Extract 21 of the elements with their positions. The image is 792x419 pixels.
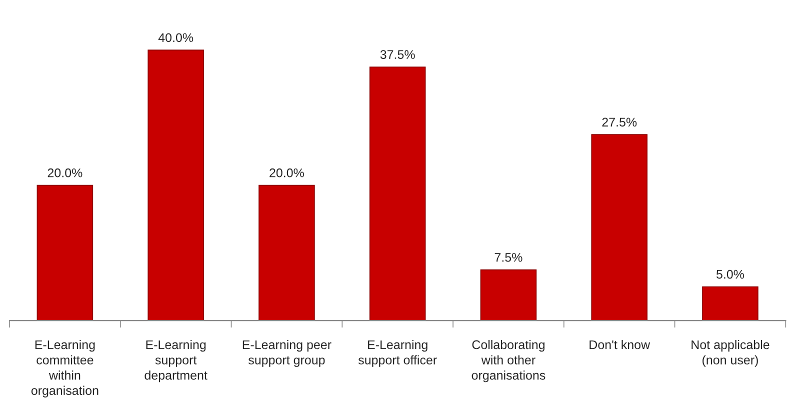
x-tick-label: E-Learning support officer xyxy=(358,340,437,367)
bar xyxy=(480,269,537,321)
data-label: 5.0% xyxy=(716,270,744,279)
x-tick-label: E-Learning support department xyxy=(144,340,208,382)
bar xyxy=(702,286,758,321)
x-tick-label: Don't know xyxy=(590,340,650,350)
x-tick-label: Collaborating with other organisations xyxy=(472,340,546,382)
data-label: 7.5% xyxy=(494,253,522,262)
x-tick-label: E-Learning committee within organisation xyxy=(31,340,98,398)
x-tick-label: E-Learning peer support group xyxy=(242,340,332,367)
data-label: 40.0% xyxy=(158,33,194,42)
data-label: 37.5% xyxy=(380,50,415,59)
data-label: 27.5% xyxy=(602,118,637,127)
bar xyxy=(369,66,426,321)
bar xyxy=(591,134,648,321)
bar xyxy=(148,50,204,321)
x-tick-label: Not applicable (non user) xyxy=(692,340,770,367)
data-label: 20.0% xyxy=(270,168,304,178)
data-label: 20.0% xyxy=(48,168,82,178)
bar xyxy=(258,184,315,321)
bar xyxy=(36,184,94,321)
